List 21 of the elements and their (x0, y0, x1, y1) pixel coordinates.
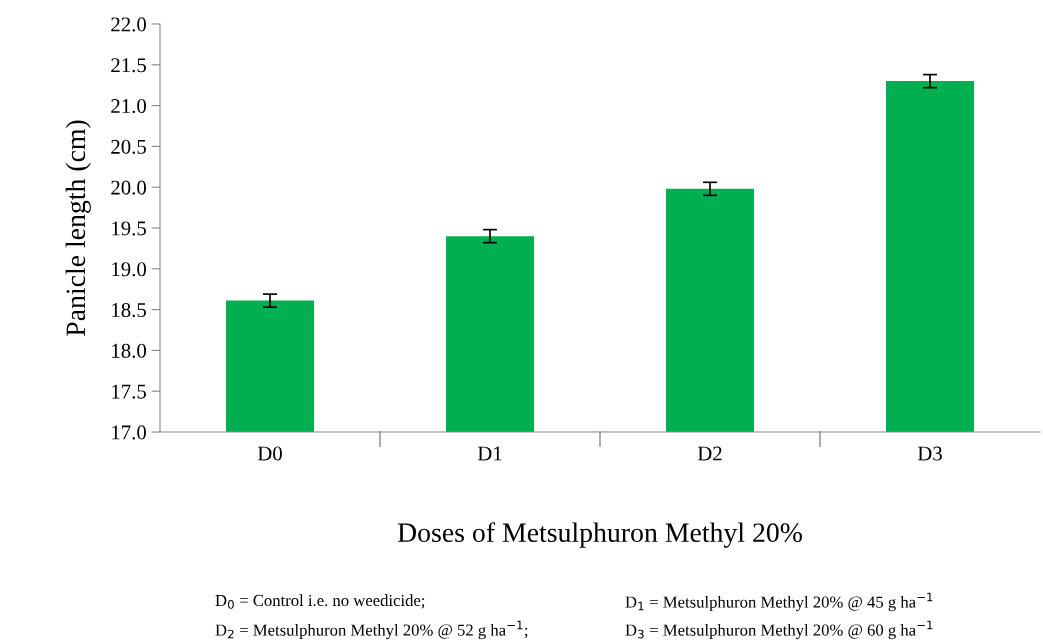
y-tick-label: 20.0 (111, 180, 147, 195)
text: D$_{0}$ = Control i.e. no weedicide; (215, 594, 425, 609)
x-tick-label: D1 (477, 446, 502, 461)
y-tick-label: 21.5 (111, 58, 146, 73)
y-tick-label: 22.0 (111, 17, 147, 32)
y-tick-label: 17.5 (112, 384, 146, 399)
x-tick-label: D2 (697, 446, 722, 461)
y-tick-label: 20.5 (111, 139, 146, 154)
text: D$_{3}$ = Metsulphuron Methyl 20% @ 60 g ha$^{−1}$ (625, 620, 933, 640)
y-tick-label: 19.0 (112, 262, 147, 277)
y-axis-title: Panicle length (cm) (65, 120, 91, 336)
y-tick-label: 19.5 (112, 221, 146, 236)
x-tick-label: D0 (257, 446, 282, 461)
x-tick-label: D3 (917, 446, 942, 461)
y-tick-label: 18.0 (112, 343, 147, 358)
y-tick-label: 17.0 (112, 425, 147, 440)
y-tick-label: 18.5 (112, 302, 146, 318)
text: D$_{2}$ = Metsulphuron Methyl 20% @ 52 g ha$^{−1}$; (215, 620, 528, 640)
text: D$_{1}$ = Metsulphuron Methyl 20% @ 45 g ha$^{−1}$ (625, 592, 933, 612)
x-axis-title: Doses of Metsulphuron Methyl 20% (397, 522, 802, 548)
y-tick-label: 21.0 (111, 98, 147, 114)
